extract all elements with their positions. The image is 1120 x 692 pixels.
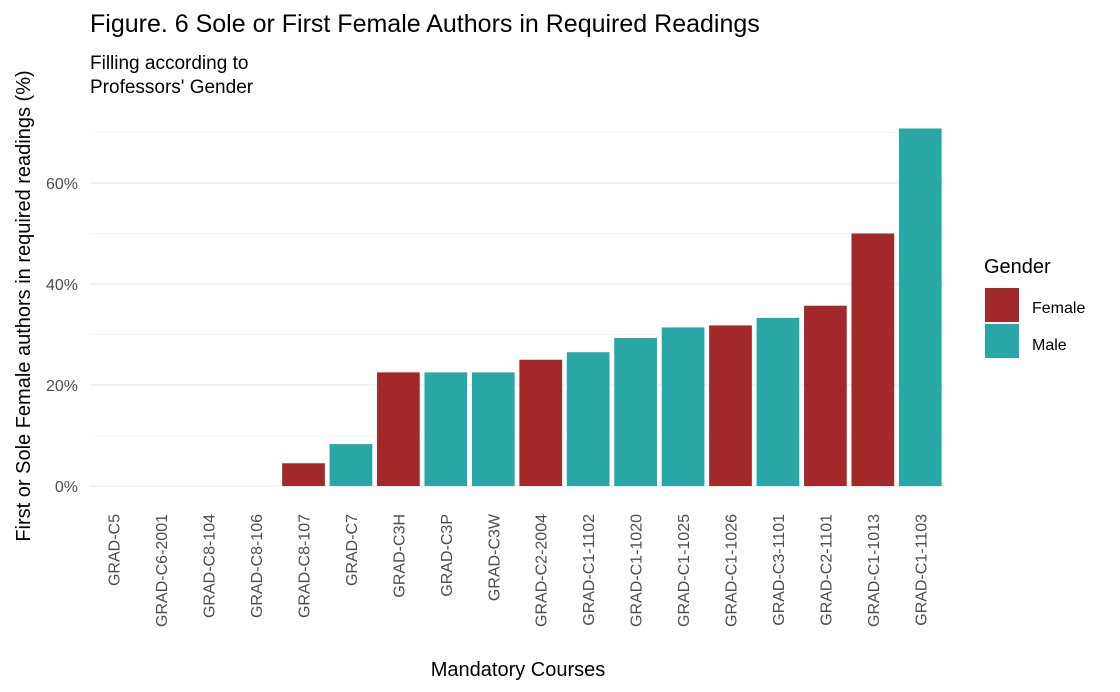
bar <box>661 327 705 486</box>
chart-title: Figure. 6 Sole or First Female Authors i… <box>90 10 760 38</box>
bar <box>471 372 515 486</box>
legend-title: Gender <box>984 256 1051 278</box>
chart-subtitle-line-1: Filling according to <box>90 53 248 74</box>
x-tick-label: GRAD-C1-1026 <box>724 514 741 627</box>
bar <box>566 352 610 486</box>
x-tick-label: GRAD-C3H <box>391 514 408 598</box>
y-tick-labels: 0% 20% 40% 60% <box>46 176 78 496</box>
x-tick-label: GRAD-C2-1101 <box>818 514 835 626</box>
x-tick-label: GRAD-C8-106 <box>249 514 266 618</box>
bars <box>282 128 942 486</box>
x-tick-label: GRAD-C8-104 <box>202 514 219 618</box>
legend: Gender Female Male <box>984 256 1085 358</box>
x-tick-label: GRAD-C1-1020 <box>629 514 646 627</box>
bar <box>804 305 847 486</box>
y-tick-label: 40% <box>46 277 78 294</box>
legend-label-male: Male <box>1032 337 1067 354</box>
x-axis-title: Mandatory Courses <box>431 659 606 681</box>
x-tick-label: GRAD-C7 <box>344 514 361 586</box>
legend-swatch-male <box>985 324 1019 358</box>
bar <box>424 372 468 486</box>
y-axis-title: First or Sole Female authors in required… <box>13 70 35 541</box>
bar <box>329 444 373 486</box>
x-tick-label: GRAD-C1-1025 <box>676 514 693 627</box>
legend-label-female: Female <box>1032 300 1085 317</box>
y-tick-label: 60% <box>46 176 78 193</box>
bar <box>282 463 325 486</box>
bar <box>519 359 563 486</box>
x-tick-label: GRAD-C1-1102 <box>581 514 598 626</box>
x-tick-label: GRAD-C1-1013 <box>866 514 883 627</box>
bar <box>898 128 942 486</box>
y-tick-label: 20% <box>46 378 78 395</box>
legend-swatch-female <box>985 288 1019 322</box>
x-tick-label: GRAD-C5 <box>107 514 124 586</box>
x-tick-labels: GRAD-C5 GRAD-C6-2001 GRAD-C8-104 GRAD-C8-10… <box>107 513 931 627</box>
x-tick-label: GRAD-C3W <box>486 513 503 601</box>
x-tick-label: GRAD-C2-2004 <box>534 514 551 627</box>
bar <box>377 372 420 486</box>
chart-subtitle-line-2: Professors' Gender <box>90 77 254 98</box>
bar <box>709 325 752 486</box>
gridlines <box>90 132 944 487</box>
x-tick-label: GRAD-C8-107 <box>297 514 314 618</box>
bar <box>851 233 895 486</box>
bar <box>614 338 657 486</box>
x-tick-label: GRAD-C3-1101 <box>771 514 788 626</box>
y-tick-label: 0% <box>55 479 78 496</box>
x-tick-label: GRAD-C3P <box>439 514 456 597</box>
x-tick-label: GRAD-C6-2001 <box>154 514 171 627</box>
x-tick-label: GRAD-C1-1103 <box>913 514 930 626</box>
bar <box>756 317 800 486</box>
